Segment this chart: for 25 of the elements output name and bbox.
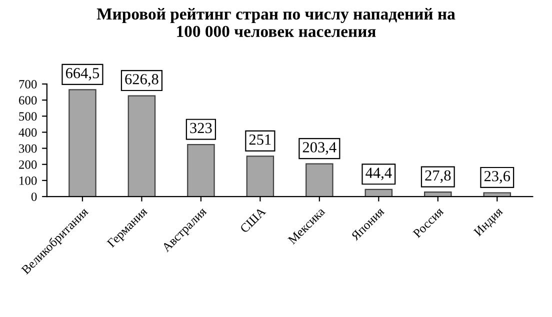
bar: [187, 144, 215, 197]
chart-title: Мировой рейтинг стран по числу нападений на 100 000 человек населения: [96, 8, 456, 38]
data-label: 27,8: [425, 170, 451, 183]
bar: [483, 192, 512, 197]
data-label: 203,4: [302, 142, 336, 155]
data-label: 664,5: [66, 68, 100, 80]
bar: [68, 89, 96, 197]
y-tick-label: 300: [19, 144, 37, 153]
bar: [424, 192, 452, 197]
bar: [246, 156, 274, 197]
y-tick-label: 100: [20, 176, 37, 185]
bar: [128, 95, 156, 197]
y-tick-label: 700: [19, 80, 37, 88]
data-label: 323: [190, 122, 212, 134]
y-tick-label: 0: [31, 192, 37, 201]
y-tick-label: 400: [18, 128, 37, 137]
data-label: 23,6: [484, 171, 510, 184]
data-label: 251: [249, 134, 271, 145]
bar: [306, 163, 334, 197]
y-tick-label: 500: [19, 112, 37, 121]
bar: [364, 188, 393, 197]
y-tick-label: 600: [18, 96, 37, 105]
data-label: 44,4: [366, 168, 392, 180]
data-label: 626,8: [125, 74, 158, 87]
y-tick-label: 200: [18, 160, 37, 169]
